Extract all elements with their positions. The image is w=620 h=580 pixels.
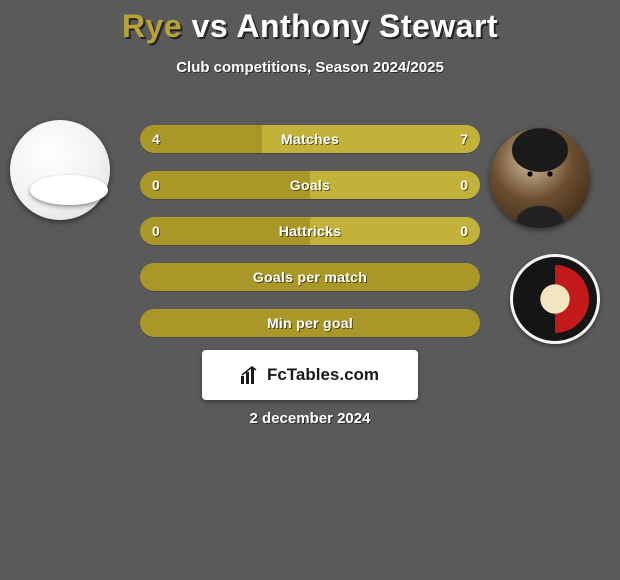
player2-club-badge <box>510 254 600 344</box>
stat-value-left: 0 <box>152 217 160 245</box>
vs-separator: vs <box>192 8 229 44</box>
stat-row: Goals0 0 <box>140 171 480 199</box>
stat-value-right: 7 <box>460 125 468 153</box>
brand-box: FcTables.com <box>202 350 418 400</box>
stat-value-left: 0 <box>152 171 160 199</box>
date-label: 2 december 2024 <box>0 410 620 427</box>
stat-row: Matches4 7 <box>140 125 480 153</box>
stat-label: Hattricks <box>140 217 480 245</box>
subtitle: Club competitions, Season 2024/2025 <box>0 59 620 76</box>
bar-chart-icon <box>241 366 261 384</box>
player2-avatar <box>490 128 590 228</box>
stat-label: Matches <box>140 125 480 153</box>
stat-label: Min per goal <box>140 309 480 337</box>
player2-name: Anthony Stewart <box>236 8 498 44</box>
stat-row: Min per goal <box>140 309 480 337</box>
stat-label: Goals per match <box>140 263 480 291</box>
player1-avatar <box>10 120 110 220</box>
stat-value-right: 0 <box>460 171 468 199</box>
player1-club-badge <box>30 175 108 205</box>
brand-text: FcTables.com <box>267 365 379 385</box>
player1-name: Rye <box>122 8 182 44</box>
stat-value-right: 0 <box>460 217 468 245</box>
stat-row: Goals per match <box>140 263 480 291</box>
stat-row: Hattricks0 0 <box>140 217 480 245</box>
page-title: Rye vs Anthony Stewart <box>0 0 620 45</box>
stat-label: Goals <box>140 171 480 199</box>
stat-value-left: 4 <box>152 125 160 153</box>
comparison-chart: Matches47Goals00Hattricks00Goals per mat… <box>140 125 480 355</box>
